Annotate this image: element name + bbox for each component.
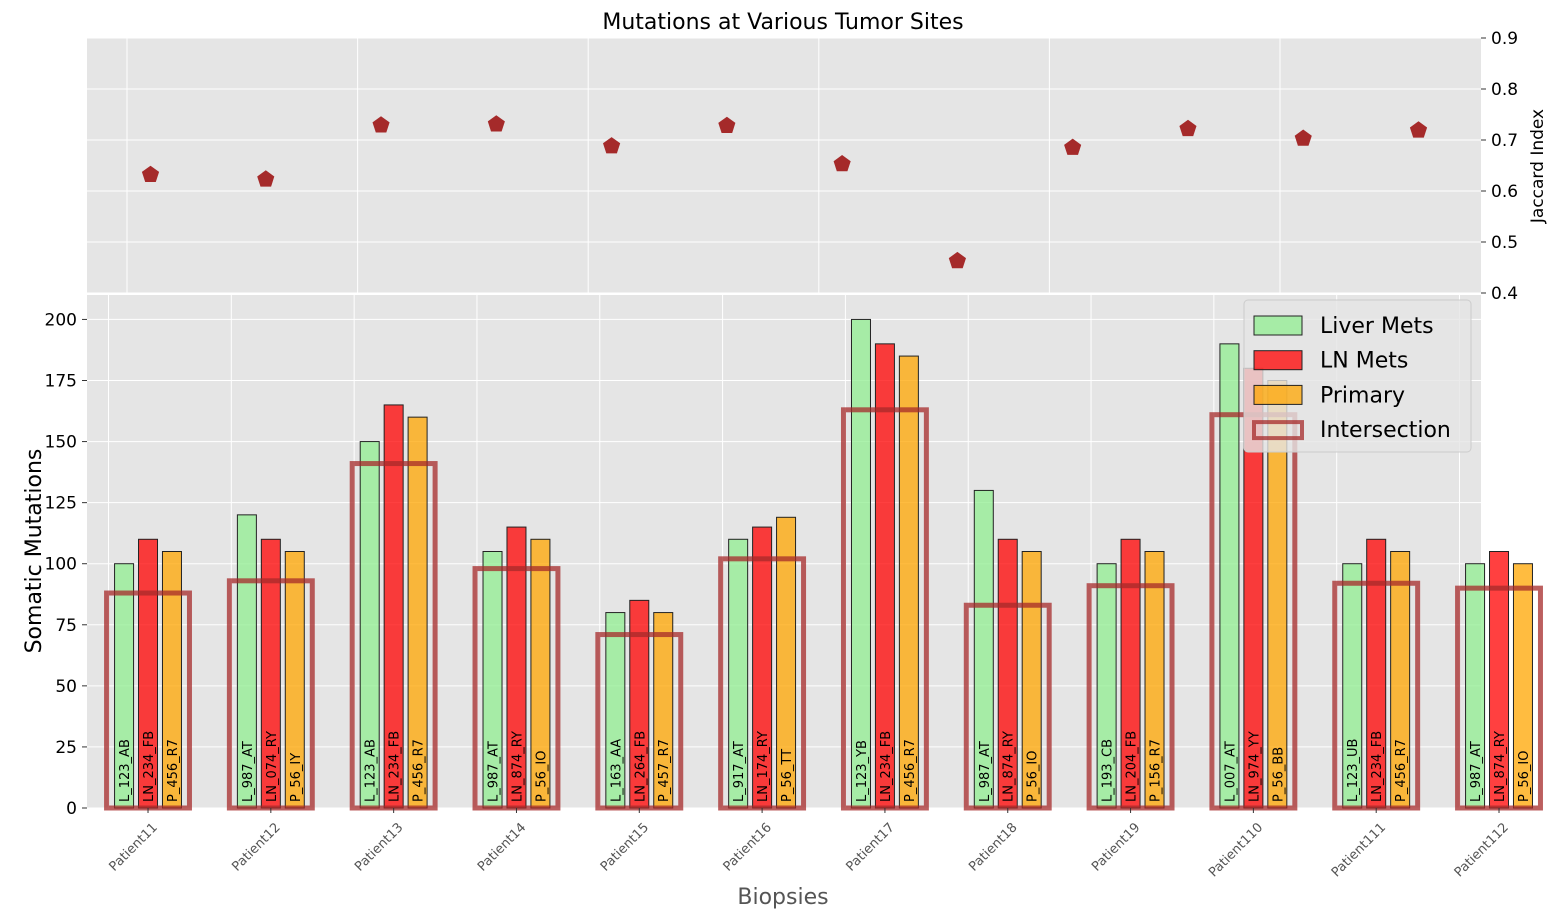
- x-tick-label: Patient18: [966, 820, 1020, 874]
- primary-bar-label: P_56_TT: [780, 749, 795, 802]
- liver-bar-label: L_987_AT: [241, 741, 256, 802]
- ln-bar-label: LN_204_FB: [1125, 731, 1140, 802]
- primary-bar-label: P_456_R7: [412, 739, 427, 802]
- jaccard-point: [141, 165, 160, 182]
- primary-bar-label: P_56_IO: [534, 751, 549, 802]
- ln-bar-label: LN_234_FB: [388, 731, 403, 802]
- bottom-panel-ylabel: Somatic Mutations: [22, 449, 47, 654]
- ln-bar-label: LN_264_FB: [633, 731, 648, 802]
- liver-bar-label: L_987_AT: [978, 741, 993, 802]
- legend-swatch: [1252, 420, 1304, 441]
- legend-swatch: [1253, 350, 1303, 371]
- bottom-y-tick-label: 100: [45, 555, 77, 575]
- jaccard-points: [141, 115, 1428, 269]
- bottom-y-tick-label: 75: [55, 616, 77, 636]
- legend-swatch: [1253, 384, 1303, 405]
- legend: Liver Mets LN Mets Primary Intersection: [1243, 299, 1472, 453]
- liver-bar-label: L_193_CB: [1101, 739, 1116, 802]
- legend-label: LN Mets: [1320, 349, 1408, 374]
- bottom-y-tick-label: 125: [45, 494, 77, 514]
- legend-label: Primary: [1320, 383, 1405, 408]
- x-tick-label: Patient19: [1089, 820, 1143, 874]
- primary-bar-label: P_456_R7: [166, 739, 181, 802]
- ln-bar-label: LN_234_FB: [879, 731, 894, 802]
- primary-bar-label: P_156_R7: [1149, 739, 1164, 802]
- top-y-tick-label: 0.9: [1491, 29, 1518, 49]
- top-y-tick-label: 0.6: [1491, 182, 1518, 202]
- ln-bar-label: LN_174_RY: [756, 731, 771, 802]
- top-y-tick-label: 0.7: [1491, 131, 1518, 151]
- primary-bar-label: P_56_IO: [1517, 751, 1532, 802]
- top-y-tick-label: 0.4: [1491, 284, 1518, 304]
- x-tick-label: Patient112: [1452, 820, 1512, 880]
- top-panel-ylabel: Jaccard Index: [1528, 109, 1548, 224]
- top-panel-y-ticks: 0.4 0.5 0.6 0.7 0.8 0.9: [1481, 29, 1518, 304]
- liver-bar-label: L_163_AA: [609, 739, 624, 802]
- liver-bar-label: L_123_UB: [1346, 739, 1361, 803]
- ln-bar-label: LN_874_RY: [510, 731, 525, 802]
- jaccard-point: [948, 251, 966, 269]
- bar-labels: L_123_AB L_987_AT L_123_AB L_987_AT L_163_AA…: [118, 731, 1532, 802]
- primary-bar-label: P_456_R7: [1394, 739, 1409, 802]
- x-tick-label: Patient16: [721, 820, 775, 874]
- ln-bar-label: LN_234_FB: [1370, 731, 1385, 802]
- bottom-y-tick-label: 175: [45, 372, 77, 392]
- x-tick-label: Patient17: [843, 820, 897, 874]
- liver-bar-label: L_987_AT: [487, 741, 502, 802]
- ln-bar-label: LN_074_RY: [265, 731, 280, 802]
- primary-bar-label: P_56_IY: [289, 753, 304, 802]
- bottom-y-tick-label: 50: [55, 677, 77, 697]
- x-tick-label: Patient14: [475, 820, 529, 874]
- top-y-tick-label: 0.5: [1491, 233, 1518, 253]
- chart-title: Mutations at Various Tumor Sites: [602, 10, 963, 35]
- top-y-tick-label: 0.8: [1491, 80, 1518, 100]
- jaccard-point: [833, 155, 851, 172]
- primary-bar-label: P_56_IO: [1026, 751, 1041, 802]
- bottom-y-tick-label: 25: [55, 738, 77, 758]
- bottom-y-tick-label: 200: [45, 310, 77, 330]
- liver-bar-label: L_917_AT: [732, 741, 747, 802]
- jaccard-point: [718, 116, 736, 133]
- legend-label: Liver Mets: [1320, 314, 1434, 339]
- top-panel-grid: [87, 37, 1481, 294]
- legend-frame: [1243, 299, 1472, 453]
- liver-bar-label: L_987_AT: [1469, 741, 1484, 802]
- jaccard-point: [1064, 138, 1082, 155]
- jaccard-point: [487, 115, 505, 132]
- liver-bar-label: L_123_AB: [118, 739, 133, 802]
- primary-bar-label: P_457_R7: [657, 739, 672, 802]
- bar-series: [114, 318, 1533, 809]
- x-tick-label: Patient15: [598, 820, 652, 874]
- jaccard-point: [1294, 129, 1312, 146]
- jaccard-point: [372, 116, 390, 133]
- primary-bar-label: P_56_BB: [1271, 747, 1286, 802]
- bottom-panel-xlabel: Biopsies: [737, 885, 828, 910]
- bottom-panel-y-ticks: 0 25 50 75 100 125 150 175 200: [45, 310, 87, 819]
- legend-label: Intersection: [1320, 418, 1451, 443]
- x-tick-label: Patient12: [229, 820, 283, 874]
- ln-bar-label: LN_874_RY: [1002, 731, 1017, 802]
- jaccard-point: [1409, 121, 1428, 138]
- jaccard-point: [1179, 119, 1197, 137]
- liver-bar-label: L_123_AB: [364, 739, 379, 802]
- bottom-y-tick-label: 0: [66, 799, 77, 819]
- top-panel-background: [87, 38, 1481, 293]
- bottom-y-tick-label: 150: [45, 433, 77, 453]
- jaccard-point: [603, 137, 621, 154]
- liver-bar: [850, 318, 871, 809]
- x-tick-label: Patient110: [1206, 820, 1266, 880]
- primary-bar-label: P_456_R7: [903, 739, 918, 802]
- x-tick-label: Patient11: [107, 820, 161, 874]
- x-tick-label: Patient13: [352, 820, 406, 874]
- liver-bar-label: L_123_YB: [855, 740, 870, 802]
- x-tick-labels: Patient11 Patient12 Patient13 Patient14 Pati…: [107, 808, 1512, 880]
- x-tick-label: Patient111: [1329, 820, 1389, 880]
- ln-bar-label: LN_874_RY: [1493, 731, 1508, 802]
- liver-bar-label: L_007_AT: [1223, 741, 1238, 802]
- ln-bar-label: LN_974_YY: [1247, 731, 1262, 802]
- ln-bar-label: LN_234_FB: [142, 731, 157, 802]
- jaccard-point: [257, 170, 275, 187]
- legend-swatch: [1253, 315, 1303, 336]
